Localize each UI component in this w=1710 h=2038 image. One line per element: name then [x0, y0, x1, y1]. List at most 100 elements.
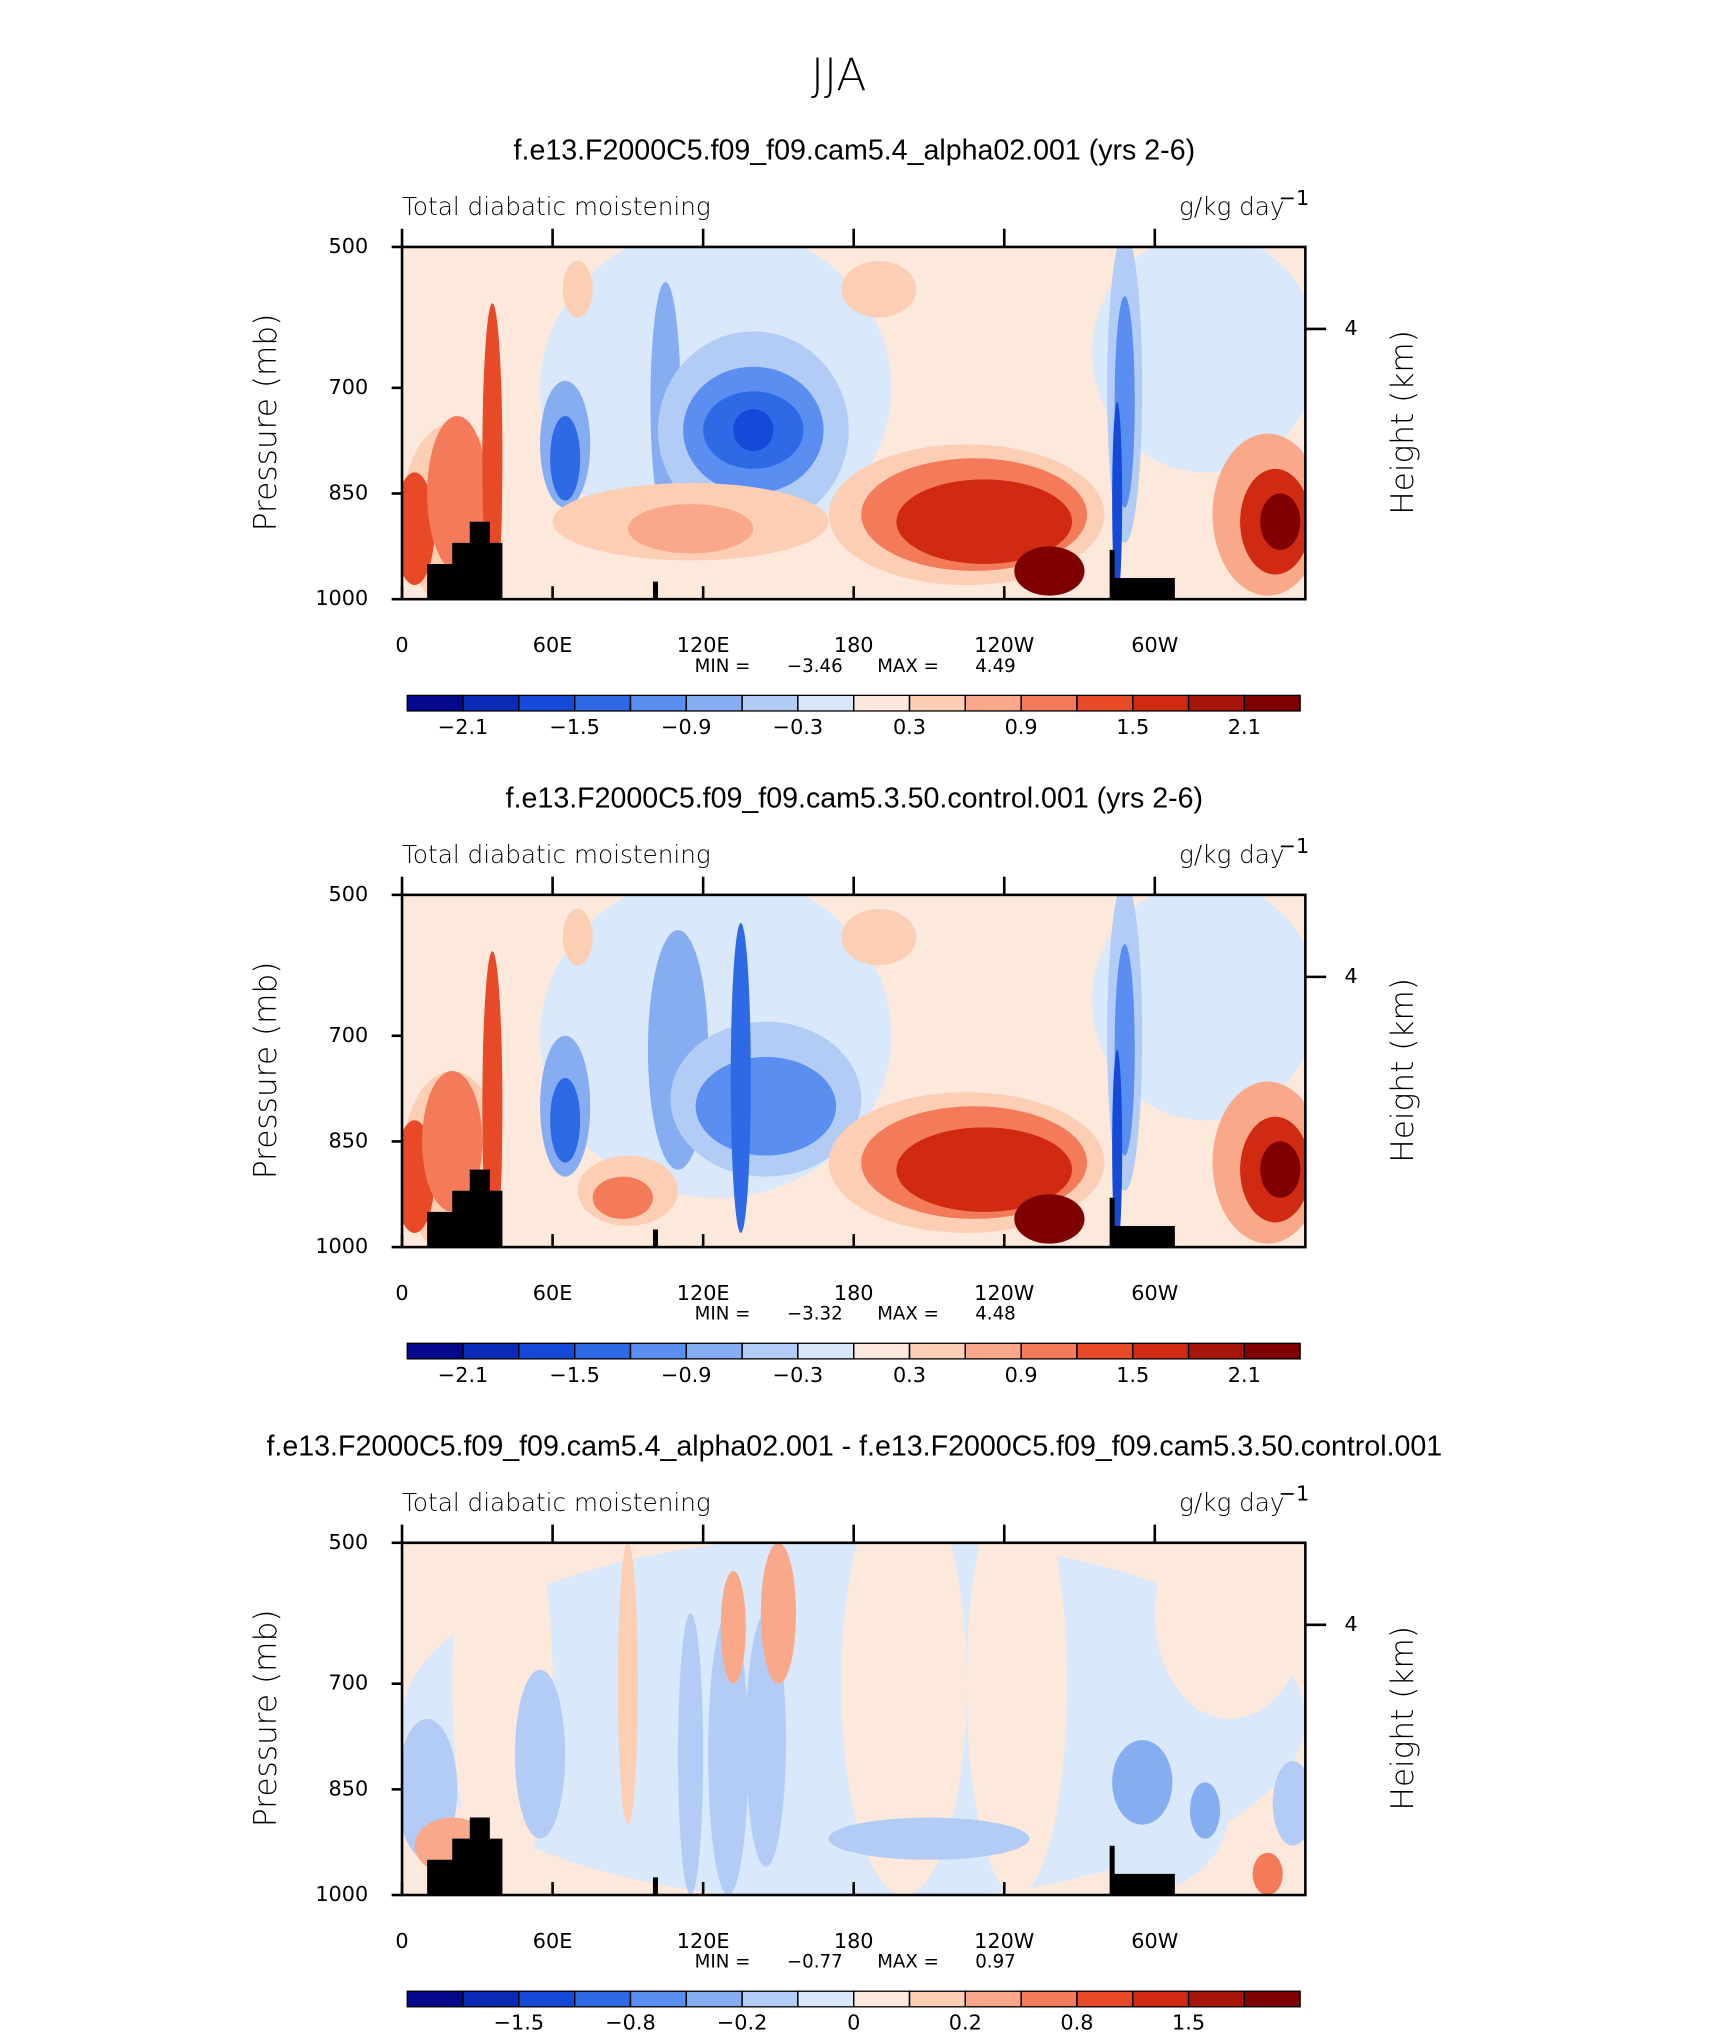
- x-tick-label: 60W: [1131, 633, 1178, 657]
- colorbar-box: [1132, 1990, 1190, 2008]
- contour-region: [402, 472, 435, 586]
- left-label: Total diabatic moistening: [402, 840, 711, 869]
- contour-field: [402, 246, 1306, 600]
- colorbar-label: −2.1: [438, 1363, 488, 1387]
- colorbar-label: 0: [847, 2011, 860, 2035]
- y-tick-label: 1000: [315, 586, 368, 610]
- x-tick-label: 0: [395, 1929, 408, 1953]
- colorbar-box: [574, 694, 632, 712]
- colorbar-box: [853, 694, 911, 712]
- colorbar-box: [1076, 1990, 1134, 2008]
- colorbar-label: −0.9: [661, 715, 711, 739]
- y-axis-label: Pressure (mb): [248, 962, 284, 1180]
- min-value: −0.77: [787, 1952, 843, 1973]
- colorbar-box: [685, 1342, 743, 1360]
- contour-region: [562, 261, 593, 318]
- colorbar-label: 1.5: [1116, 715, 1149, 739]
- colorbar-box: [1132, 694, 1190, 712]
- colorbar-label: 0.3: [893, 715, 926, 739]
- colorbar-label: 0.8: [1060, 2011, 1093, 2035]
- colorbar-box: [964, 694, 1022, 712]
- colorbar-label: 0.9: [1005, 715, 1038, 739]
- x-tick-label: 120W: [974, 633, 1034, 657]
- x-tick-label: 120E: [677, 1281, 730, 1305]
- y-tick-label: 700: [329, 1671, 369, 1695]
- colorbar-label: 0.9: [1005, 1363, 1038, 1387]
- x-tick-label: 60E: [533, 1281, 573, 1305]
- contour-field: [402, 1542, 1306, 1896]
- colorbar-box: [853, 1342, 911, 1360]
- units: g/kg day: [1179, 192, 1285, 221]
- contour-region: [422, 1070, 483, 1212]
- colorbar-box: [518, 1990, 576, 2008]
- colorbar-box: [1187, 694, 1246, 712]
- y-axis-label: Pressure (mb): [248, 1609, 284, 1827]
- max-value: 4.49: [975, 656, 1016, 677]
- contour-region: [1189, 1782, 1221, 1839]
- contour-region: [1252, 1852, 1283, 1896]
- colorbar-box: [1187, 1342, 1246, 1360]
- colorbar-box: [574, 1990, 632, 2008]
- colorbar-box: [1132, 1342, 1190, 1360]
- colorbar-box: [462, 1990, 520, 2008]
- colorbar-box: [462, 1342, 520, 1360]
- contour-region: [841, 908, 917, 966]
- panel-title: f.e13.F2000C5.f09_f09.cam5.4_alpha02.001…: [266, 1430, 1442, 1462]
- y-tick-label: 500: [329, 882, 369, 906]
- units: g/kg day: [1179, 840, 1285, 869]
- y2-axis-label: Height (km): [1385, 1626, 1421, 1811]
- x-tick-label: 180: [834, 633, 874, 657]
- x-tick-label: 120E: [677, 1929, 730, 1953]
- colorbar-label: 0.2: [949, 2011, 982, 2035]
- topography: [427, 1817, 1175, 1896]
- contour-field: [402, 894, 1306, 1248]
- colorbar-label: −0.3: [773, 1363, 823, 1387]
- colorbar-box: [853, 1990, 911, 2008]
- contour-region: [1092, 246, 1306, 473]
- contour-region: [966, 1542, 1067, 1895]
- colorbar-box: [964, 1342, 1022, 1360]
- y-axis-label: Pressure (mb): [248, 314, 284, 532]
- colorbar-label: −1.5: [549, 1363, 599, 1387]
- y-tick-label: 850: [329, 1776, 369, 1800]
- min-value: −3.46: [787, 656, 843, 677]
- contour-region: [1154, 1542, 1306, 1719]
- colorbar-box: [1243, 694, 1301, 712]
- x-tick-label: 60W: [1131, 1929, 1178, 1953]
- contour-region: [1014, 1194, 1085, 1244]
- panel-title: f.e13.F2000C5.f09_f09.cam5.4_alpha02.001…: [514, 135, 1196, 167]
- contour-region: [828, 1817, 1030, 1860]
- colorbar-label: 2.1: [1228, 1363, 1261, 1387]
- colorbar-box: [797, 1990, 855, 2008]
- max-label: MAX =: [877, 1952, 939, 1973]
- y-tick-label: 850: [329, 481, 369, 505]
- y2-tick-label: 4: [1344, 1612, 1357, 1636]
- colorbar-label: −2.1: [438, 715, 488, 739]
- y2-tick-label: 4: [1344, 964, 1357, 988]
- colorbar-box: [685, 1990, 743, 2008]
- colorbar-label: −0.3: [773, 715, 823, 739]
- colorbar-box: [908, 1990, 966, 2008]
- x-tick-label: 120W: [974, 1281, 1034, 1305]
- colorbar-box: [629, 1990, 687, 2008]
- colorbar-box: [908, 1342, 966, 1360]
- colorbar-box: [629, 694, 687, 712]
- contour-region: [841, 261, 917, 318]
- x-tick-label: 60W: [1131, 1281, 1178, 1305]
- contour-region: [708, 1613, 749, 1896]
- contour-region: [550, 416, 581, 501]
- units-exponent: −1: [1279, 1482, 1310, 1506]
- colorbar-label: 2.1: [1228, 715, 1261, 739]
- contour-region: [550, 1078, 581, 1163]
- x-tick-label: 120W: [974, 1929, 1034, 1953]
- min-label: MIN =: [695, 1304, 751, 1325]
- y-tick-label: 1000: [315, 1234, 368, 1258]
- colorbar-box: [685, 694, 743, 712]
- colorbar-label: −1.5: [549, 715, 599, 739]
- y-tick-label: 1000: [315, 1882, 368, 1906]
- contour-region: [1260, 1141, 1301, 1198]
- colorbar-label: −0.2: [717, 2011, 767, 2035]
- colorbar-box: [462, 694, 520, 712]
- x-tick-label: 180: [834, 1929, 874, 1953]
